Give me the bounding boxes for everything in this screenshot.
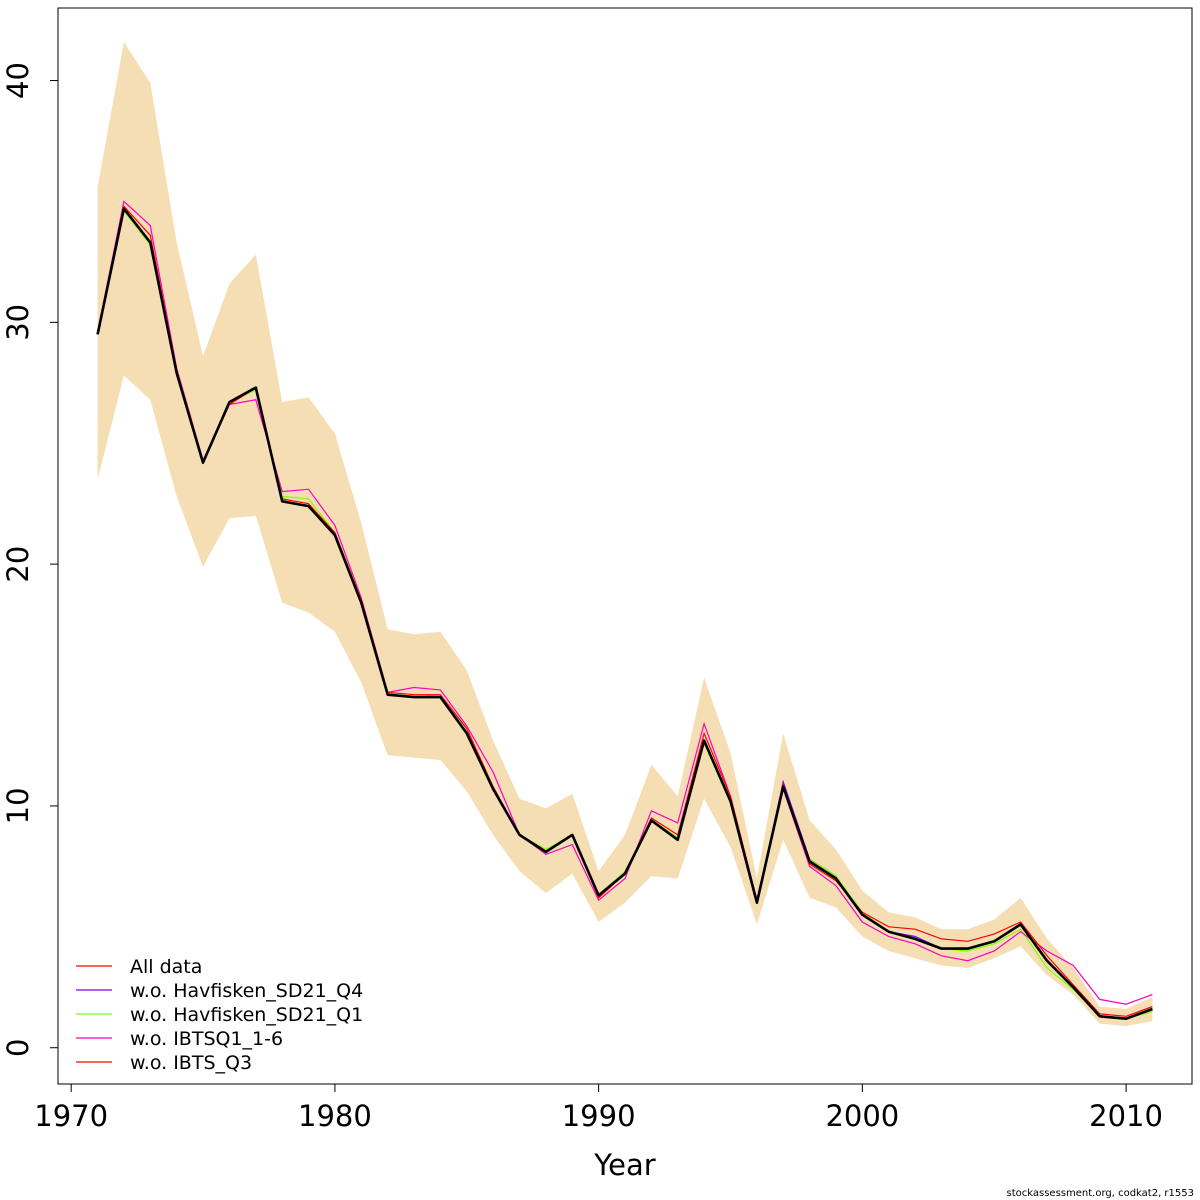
credit-text: stockassessment.org, codkat2, r1553 — [1007, 1188, 1194, 1199]
y-tick-label: 20 — [1, 546, 35, 583]
x-axis-title: Year — [593, 1148, 655, 1182]
legend-label-1: All data — [130, 956, 202, 978]
main-line-path — [96, 207, 1153, 1020]
y-tick-label: 0 — [1, 1039, 35, 1057]
main-estimate-line — [96, 207, 1153, 1020]
confidence-band — [97, 41, 1153, 1026]
x-tick-label: 1980 — [298, 1099, 372, 1133]
x-axis: 1970 1980 1990 2000 2010 — [34, 1083, 1163, 1133]
legend-label-4: w.o. IBTSQ1_1-6 — [130, 1028, 283, 1050]
y-tick-label: 10 — [1, 787, 35, 824]
y-axis: 0 10 20 30 40 — [1, 62, 59, 1057]
x-tick-label: 1970 — [34, 1099, 108, 1133]
legend-label-2: w.o. Havfisken_SD21_Q4 — [130, 980, 363, 1002]
x-tick-label: 1990 — [562, 1099, 636, 1133]
legend-label-3: w.o. Havfisken_SD21_Q1 — [130, 1004, 363, 1026]
legend-label-5: w.o. IBTS_Q3 — [130, 1052, 252, 1074]
y-tick-label: 40 — [1, 62, 35, 99]
x-tick-label: 2010 — [1089, 1099, 1163, 1133]
band-area — [97, 41, 1153, 1026]
y-tick-label: 30 — [1, 304, 35, 341]
x-tick-label: 2000 — [825, 1099, 899, 1133]
